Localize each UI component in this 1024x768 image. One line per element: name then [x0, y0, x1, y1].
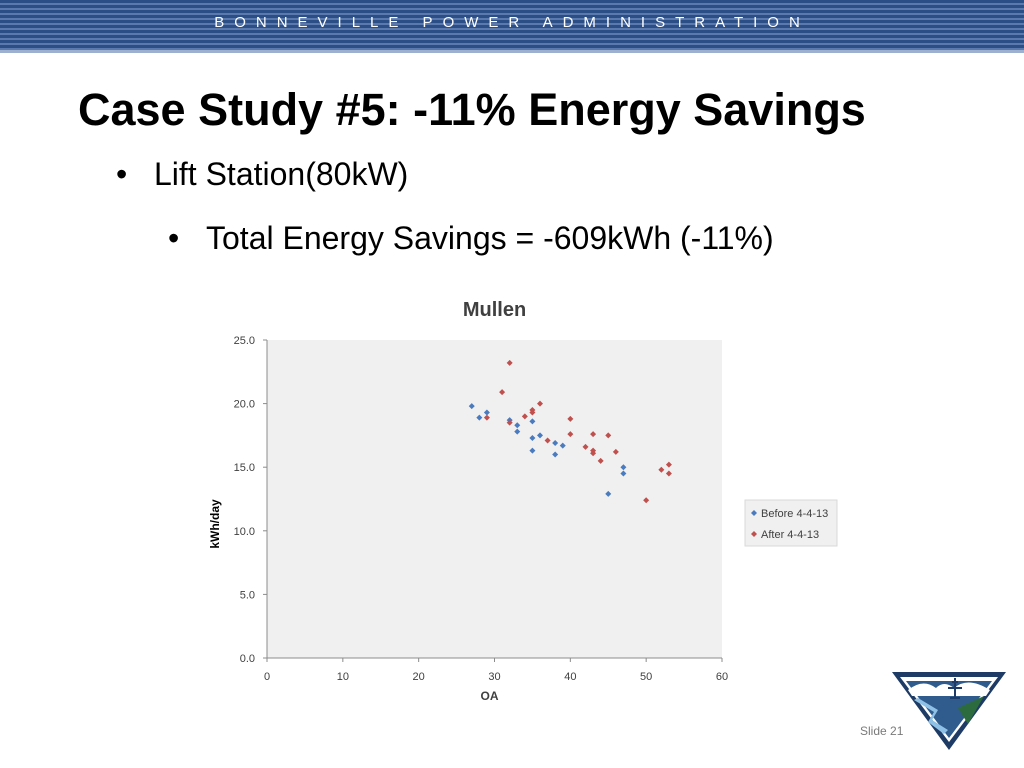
data-point-after: [590, 431, 597, 438]
x-tick-label: 50: [640, 671, 652, 683]
x-tick-label: 0: [264, 671, 270, 683]
data-point-after: [529, 409, 536, 416]
legend-marker: [751, 531, 757, 537]
data-point-before: [559, 442, 566, 449]
x-axis-label: OA: [481, 689, 499, 703]
data-point-after: [643, 497, 650, 504]
x-tick-label: 60: [716, 671, 728, 683]
data-point-after: [590, 450, 597, 457]
data-point-after: [483, 414, 490, 421]
legend-label: Before 4-4-13: [761, 508, 828, 520]
scatter-chart: Mullen 0.0 5.0 10.0 15.0 20.0 25.0 0 10 20 30 40 50 6…: [208, 299, 838, 703]
y-axis-label: kWh/day: [208, 499, 222, 549]
y-tick-label: 25.0: [234, 335, 255, 347]
data-point-after: [499, 389, 506, 396]
data-point-before: [514, 428, 521, 435]
data-point-after: [521, 413, 528, 420]
data-point-before: [552, 440, 559, 447]
data-point-after: [567, 415, 574, 422]
org-name: BONNEVILLE POWER ADMINISTRATION: [214, 14, 810, 31]
data-point-before: [476, 414, 483, 421]
data-point-after: [665, 461, 672, 468]
bullet-text: Total Energy Savings = -609kWh (-11%): [206, 220, 774, 256]
y-tick-label: 0.0: [240, 653, 255, 665]
data-point-before: [620, 464, 627, 471]
data-point-before: [620, 470, 627, 477]
bullet-energy-savings: • Total Energy Savings = -609kWh (-11%): [168, 220, 774, 257]
data-point-after: [605, 432, 612, 439]
x-tick-label: 10: [337, 671, 349, 683]
data-point-after: [506, 359, 513, 366]
bullet-text: Lift Station(80kW): [154, 156, 409, 192]
legend-marker: [751, 510, 757, 516]
header-divider: [0, 50, 1024, 53]
y-tick-label: 20.0: [234, 399, 255, 411]
x-tick-label: 40: [564, 671, 576, 683]
x-tick-label: 30: [488, 671, 500, 683]
data-point-before: [605, 490, 612, 497]
slide-title: Case Study #5: -11% Energy Savings: [78, 84, 866, 135]
bullet-marker: •: [168, 220, 180, 256]
data-point-before: [529, 447, 536, 454]
header-banner: [0, 0, 1024, 50]
y-tick-label: 5.0: [240, 589, 255, 601]
data-point-before: [537, 432, 543, 439]
data-point-after: [665, 470, 672, 477]
data-point-after: [506, 419, 513, 426]
bullet-marker: •: [116, 156, 128, 192]
slide-number: Slide 21: [860, 724, 904, 738]
data-point-before: [529, 418, 536, 425]
data-point-before: [529, 434, 536, 441]
chart-title: Mullen: [463, 299, 526, 321]
x-tick-label: 20: [413, 671, 425, 683]
y-tick-label: 10.0: [234, 526, 255, 538]
data-point-before: [468, 403, 475, 410]
data-point-after: [537, 400, 543, 407]
data-point-before: [552, 451, 559, 458]
data-point-after: [544, 437, 551, 444]
data-point-after: [567, 431, 574, 438]
data-point-after: [658, 466, 665, 473]
data-point-after: [612, 448, 619, 455]
legend-label: After 4-4-13: [761, 529, 819, 541]
bpa-logo: [892, 672, 1006, 750]
legend-box: [744, 499, 838, 547]
data-point-before: [483, 409, 490, 416]
data-point-before: [514, 422, 521, 429]
bullet-lift-station: • Lift Station(80kW): [116, 156, 408, 193]
plot-area: [267, 340, 722, 658]
data-point-after: [597, 457, 604, 464]
data-point-after: [582, 443, 589, 450]
y-tick-label: 15.0: [234, 462, 255, 474]
